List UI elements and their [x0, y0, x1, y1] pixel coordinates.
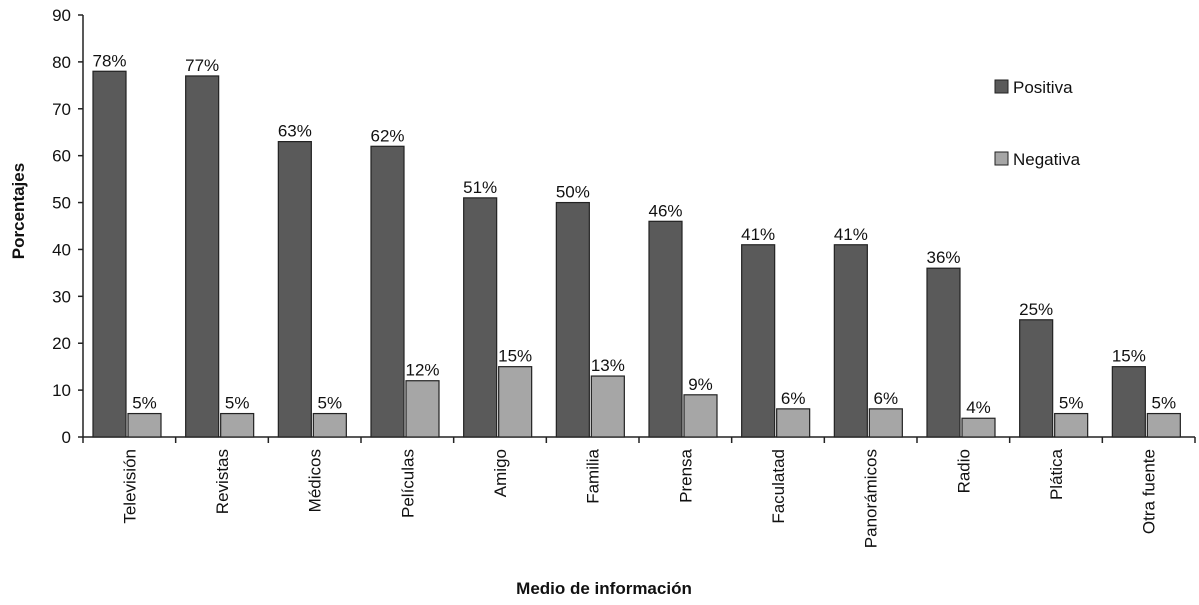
bar-positiva: [185, 75, 220, 438]
x-tick-label: Panorámicos: [862, 449, 881, 548]
legend-label-negativa: Negativa: [1013, 150, 1081, 169]
data-label-negativa: 5%: [1152, 394, 1177, 413]
legend: Positiva Negativa: [994, 78, 1081, 169]
data-label-positiva: 50%: [556, 183, 590, 202]
y-axis-title: Porcentajes: [9, 163, 28, 259]
data-label-negativa: 9%: [688, 375, 713, 394]
data-label-negativa: 6%: [874, 389, 899, 408]
x-tick-label: Médicos: [306, 449, 325, 512]
x-tick-label: Faculatad: [769, 449, 788, 524]
x-tick-label: Otra fuente: [1140, 449, 1159, 534]
y-tick-label: 80: [52, 53, 71, 72]
bar-positiva: [1111, 366, 1146, 438]
bar-positiva: [741, 244, 776, 438]
bar-negativa: [868, 408, 903, 438]
bar-negativa: [683, 394, 718, 438]
data-label-negativa: 12%: [405, 361, 439, 380]
y-ticks: 0 10 20 30 40 50 60 70 80 90: [52, 6, 83, 447]
legend-swatch-positiva: [994, 79, 1009, 94]
bar-negativa: [405, 380, 440, 438]
data-label-negativa: 13%: [591, 356, 625, 375]
bar-positiva: [648, 220, 683, 438]
y-tick-label: 40: [52, 240, 71, 259]
x-tick-label: Prensa: [676, 448, 695, 502]
bar-positiva: [833, 244, 868, 438]
x-tick-label: Televisión: [120, 449, 139, 524]
legend-item-positiva: Positiva: [994, 78, 1073, 97]
x-tick-label: Familia: [584, 448, 603, 503]
y-tick-label: 10: [52, 381, 71, 400]
data-labels: 78% 5% 77% 5% 63% 5% 62% 12% 51% 15% 50% 13% 46% 9% 41…: [92, 51, 1176, 417]
data-label-negativa: 4%: [966, 398, 991, 417]
bar-negativa: [220, 412, 255, 438]
bar-negativa: [590, 375, 625, 438]
data-label-positiva: 36%: [926, 248, 960, 267]
y-tick-label: 60: [52, 147, 71, 166]
bar-negativa: [1146, 412, 1181, 438]
data-label-positiva: 77%: [185, 56, 219, 75]
x-tick-label: Plática: [1047, 448, 1066, 500]
legend-item-negativa: Negativa: [994, 150, 1081, 169]
bar-negativa: [312, 412, 347, 438]
legend-swatch-negativa: [994, 151, 1009, 166]
bar-negativa: [961, 417, 996, 438]
y-tick-label: 90: [52, 6, 71, 25]
bar-negativa: [127, 412, 162, 438]
data-label-positiva: 62%: [370, 126, 404, 145]
y-tick-label: 50: [52, 194, 71, 213]
data-label-negativa: 5%: [132, 394, 157, 413]
data-label-positiva: 41%: [741, 225, 775, 244]
bar-positiva: [370, 145, 405, 438]
data-label-positiva: 63%: [278, 122, 312, 141]
y-tick-label: 70: [52, 100, 71, 119]
legend-label-positiva: Positiva: [1013, 78, 1073, 97]
data-label-negativa: 5%: [318, 394, 343, 413]
x-tick-label: Películas: [398, 449, 417, 518]
data-label-positiva: 25%: [1019, 300, 1053, 319]
data-label-negativa: 15%: [498, 347, 532, 366]
bar-positiva: [463, 197, 498, 438]
bar-positiva: [926, 267, 961, 438]
x-tick-label: Amigo: [491, 449, 510, 497]
data-label-positiva: 46%: [648, 201, 682, 220]
x-ticks: Televisión Revistas Médicos Películas Amigo F…: [82, 437, 1196, 548]
bar-positiva: [92, 70, 127, 438]
bar-positiva: [555, 201, 590, 438]
bar-negativa: [498, 366, 533, 438]
bar-negativa: [1054, 412, 1089, 438]
x-tick-label: Radio: [954, 449, 973, 493]
x-tick-label: Revistas: [213, 449, 232, 514]
data-label-negativa: 6%: [781, 389, 806, 408]
bar-positiva: [1019, 319, 1054, 438]
data-label-positiva: 15%: [1112, 347, 1146, 366]
y-tick-label: 0: [62, 428, 71, 447]
y-tick-label: 30: [52, 287, 71, 306]
data-label-positiva: 51%: [463, 178, 497, 197]
x-axis-title: Medio de información: [516, 579, 692, 598]
y-tick-label: 20: [52, 334, 71, 353]
bar-positiva: [277, 141, 312, 438]
data-label-negativa: 5%: [1059, 394, 1084, 413]
data-label-positiva: 78%: [92, 51, 126, 70]
data-label-positiva: 41%: [834, 225, 868, 244]
bars: [92, 70, 1181, 438]
bar-negativa: [776, 408, 811, 438]
data-label-negativa: 5%: [225, 394, 250, 413]
